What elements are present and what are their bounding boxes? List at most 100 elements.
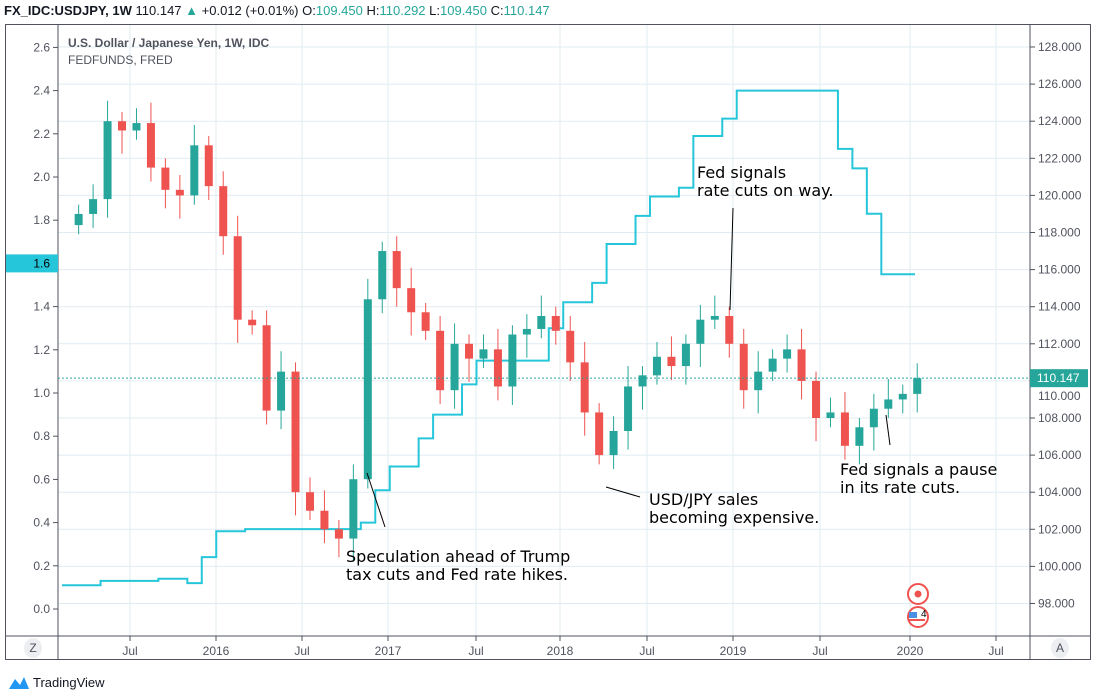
candle-body xyxy=(681,343,690,367)
candle-body xyxy=(305,492,314,511)
tradingview-logo[interactable]: TradingView xyxy=(8,674,105,690)
candle-body xyxy=(233,236,242,320)
fedfunds-current-label: 1.6 xyxy=(33,256,50,270)
candle-body xyxy=(132,123,141,131)
candle-body xyxy=(522,328,531,335)
candle-body xyxy=(826,412,835,418)
time-tick-label: 2016 xyxy=(203,644,230,658)
candle-body xyxy=(219,186,228,237)
right-tick-label: 102.000 xyxy=(1038,522,1082,536)
legend-main-series[interactable]: U.S. Dollar / Japanese Yen, 1W, IDC xyxy=(68,36,270,50)
candle-body xyxy=(913,378,922,394)
candle-body xyxy=(378,251,387,300)
open-value: 109.450 xyxy=(315,3,363,18)
annotation-text[interactable]: rate cuts on way. xyxy=(697,181,833,200)
right-tick-label: 120.000 xyxy=(1038,188,1082,202)
low-value: 109.450 xyxy=(440,3,487,18)
candle-body xyxy=(465,343,474,359)
usdjpy-candles xyxy=(58,100,1030,562)
candle-body xyxy=(696,319,705,344)
candle-body xyxy=(190,145,199,196)
annotation-pointer xyxy=(605,486,641,498)
candle-body xyxy=(754,371,763,391)
time-tick-label: Jul xyxy=(122,644,137,658)
candle-body xyxy=(624,386,633,431)
left-tick-label: 0.0 xyxy=(33,602,50,616)
annotation-text[interactable]: Fed signals xyxy=(697,163,786,182)
candle-body xyxy=(551,315,560,331)
candle-body xyxy=(436,330,445,391)
annotation-text[interactable]: Fed signals a pause xyxy=(840,460,997,479)
candle-body xyxy=(566,330,575,363)
time-tick-label: 2017 xyxy=(375,644,402,658)
time-tick-label: 2019 xyxy=(720,644,747,658)
candle-body xyxy=(797,349,806,381)
annotation-text[interactable]: in its rate cuts. xyxy=(840,478,960,497)
right-tick-label: 118.000 xyxy=(1038,226,1081,240)
left-tick-label: 0.8 xyxy=(33,429,50,443)
candle-body xyxy=(840,412,849,446)
right-tick-label: 104.000 xyxy=(1038,485,1082,499)
candle-body xyxy=(146,123,155,168)
candle-body xyxy=(667,356,676,367)
left-zoom-button[interactable]: Z xyxy=(24,638,42,658)
candle-body xyxy=(884,399,893,409)
candle-body xyxy=(407,288,416,313)
candle-body xyxy=(739,343,748,391)
flag-canton xyxy=(909,612,917,618)
candle-body xyxy=(537,315,546,329)
right-tick-label: 122.000 xyxy=(1038,151,1082,165)
chart-frame[interactable] xyxy=(5,24,1091,660)
candle-body xyxy=(421,312,430,331)
candle-body xyxy=(869,408,878,428)
left-tick-label: 2.6 xyxy=(33,40,50,54)
close-value: 110.147 xyxy=(503,3,550,18)
time-tick-label: Jul xyxy=(988,644,1003,658)
candle-body xyxy=(291,371,300,493)
left-price-axis[interactable]: 0.0 0.2 0.4 0.6 0.8 1.0 1.2 1.4 1.8 2.0 2.2 2.4 2.6 1… xyxy=(6,40,58,616)
open-label: O: xyxy=(302,3,316,18)
candle-body xyxy=(855,427,864,446)
left-tick-label: 1.2 xyxy=(33,343,50,357)
candle-body xyxy=(609,430,618,456)
time-tick-label: Jul xyxy=(812,644,827,658)
candle-body xyxy=(392,251,401,289)
candle-body xyxy=(508,334,517,387)
right-tick-label: 124.000 xyxy=(1038,114,1082,128)
annotation-text[interactable]: USD/JPY sales xyxy=(649,490,758,509)
right-tick-label: 110.000 xyxy=(1038,389,1081,403)
current-price-label: 110.147 xyxy=(1037,371,1080,385)
high-value: 110.292 xyxy=(379,3,426,18)
candle-body xyxy=(204,145,213,187)
candle-body xyxy=(118,121,127,131)
right-tick-label: 114.000 xyxy=(1038,300,1081,314)
right-price-axis[interactable]: 98.000 100.000 102.000 104.000 106.000 108.00… xyxy=(1030,40,1088,611)
right-tick-label: 112.000 xyxy=(1038,337,1081,351)
candle-body xyxy=(248,319,257,326)
candle-body xyxy=(812,380,821,418)
time-axis[interactable]: Jul 2016 Jul 2017 Jul 2018 Jul 2019 Jul 2020 Jul xyxy=(122,636,1004,658)
event-badge[interactable]: 4 xyxy=(907,583,929,628)
annotation-text[interactable]: tax cuts and Fed rate hikes. xyxy=(346,565,568,584)
legend-fedfunds[interactable]: FEDFUNDS, FRED xyxy=(68,53,173,67)
candle-body xyxy=(277,371,286,411)
candle-body xyxy=(725,315,734,344)
current-price-label-bg xyxy=(1030,369,1088,388)
annotation-pointer xyxy=(885,414,891,446)
candle-body xyxy=(638,375,647,387)
symbol-header: FX_IDC:USDJPY, 1W 110.147 ▲ +0.012 (+0.0… xyxy=(4,3,550,18)
up-triangle-icon: ▲ xyxy=(185,3,199,18)
time-tick-label: Jul xyxy=(294,644,309,658)
annotation-text[interactable]: becoming expensive. xyxy=(649,508,819,527)
left-tick-label: 0.6 xyxy=(33,472,50,486)
event-dot-center xyxy=(914,590,922,598)
annotation-text[interactable]: Speculation ahead of Trump xyxy=(346,547,570,566)
auto-scale-button[interactable]: A xyxy=(1051,638,1069,658)
candle-body xyxy=(595,412,604,456)
left-tick-label: 0.2 xyxy=(33,559,50,573)
symbol-name: FX_IDC:USDJPY, 1W xyxy=(4,3,132,18)
candle-body xyxy=(768,358,777,372)
left-tick-label: 1.0 xyxy=(33,386,50,400)
